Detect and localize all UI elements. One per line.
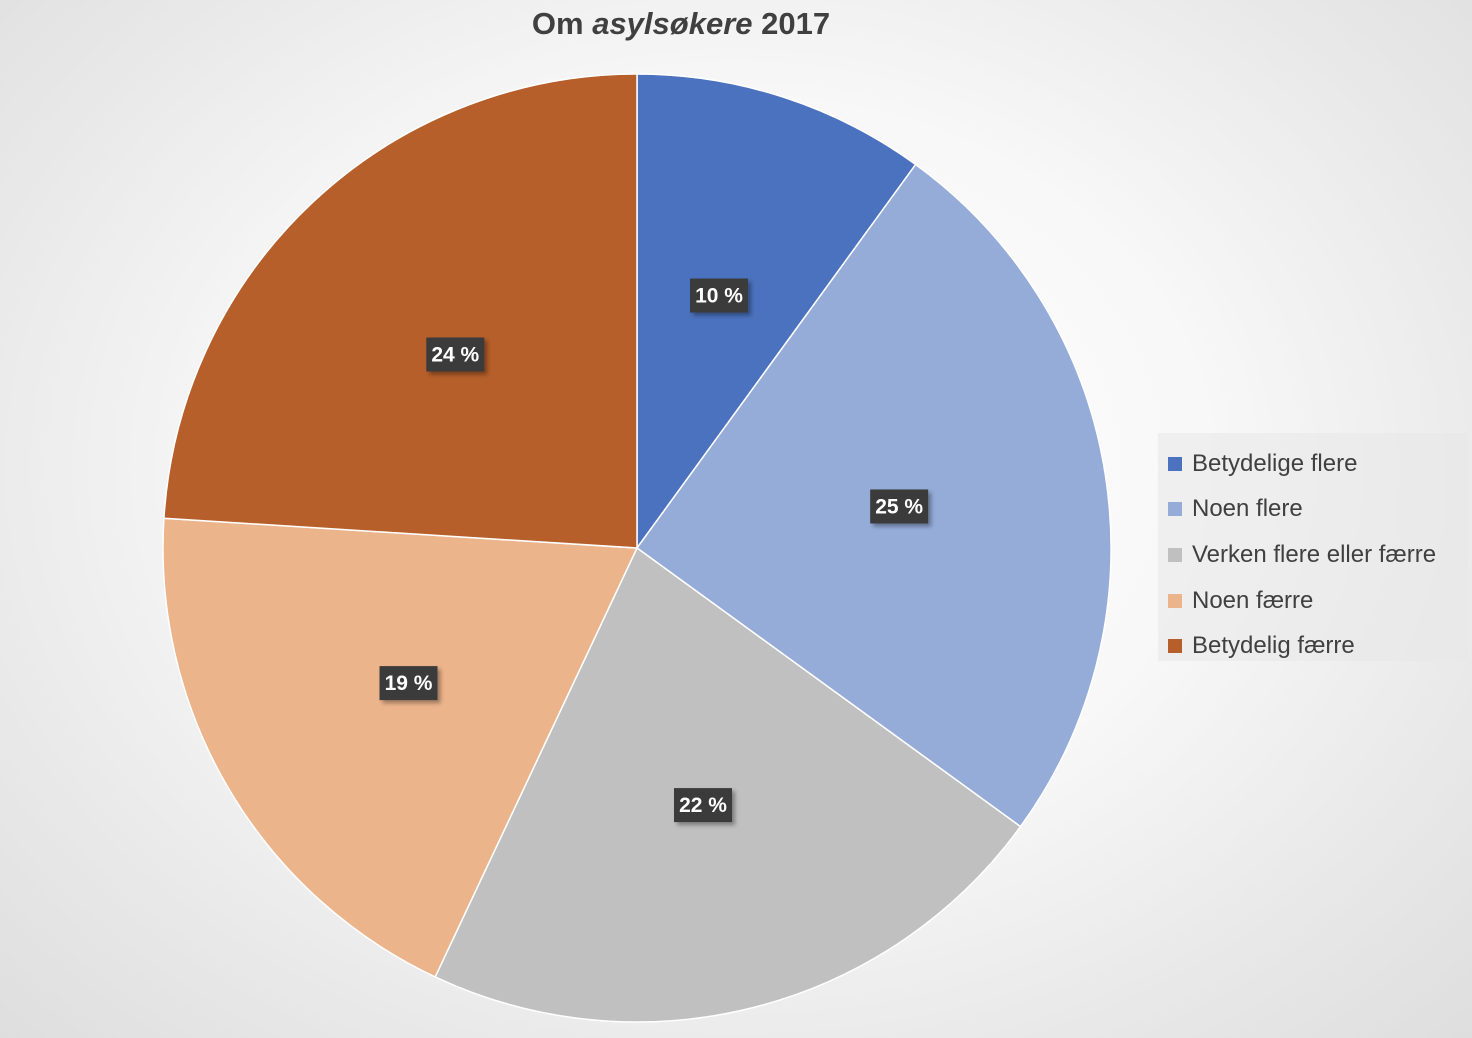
data-label-box [870,489,929,524]
data-label-2: 25 % [870,489,929,524]
legend-item-betydelig-faerre: Betydelig færre [1168,623,1468,669]
pie-chart: 10 % 25 % 22 % 19 % 24 % [162,73,1112,1023]
legend-swatch [1168,547,1182,562]
data-label-text: 25 % [875,495,923,518]
legend-swatch [1168,502,1182,517]
chart-title-suffix: 2017 [752,6,831,41]
data-label-5: 24 % [426,337,485,372]
legend-swatch [1168,639,1182,654]
data-label-text: 10 % [695,285,743,308]
pie-slice-5 [163,73,638,549]
data-label-text: 22 % [679,794,727,817]
data-label-box [379,666,438,701]
data-label-text: 24 % [431,344,479,367]
data-label-text: 19 % [385,672,433,695]
data-label-4: 19 % [379,666,438,701]
legend-label: Betydelig færre [1192,632,1355,660]
data-label-3: 22 % [674,788,733,823]
chart-title-emphasis: asylsøkere [592,6,753,41]
pie-slice-1 [636,73,917,551]
legend-item-noen-flere: Noen flere [1168,487,1468,533]
data-label-box [674,788,733,823]
legend-label: Noen flere [1192,495,1303,523]
legend-label: Verken flere eller færre [1192,540,1437,568]
legend-item-noen-faerre: Noen færre [1168,578,1468,624]
chart-title: Om asylsøkere 2017 [0,6,1362,42]
chart-title-prefix: Om [531,6,593,41]
legend-swatch [1168,593,1182,608]
pie-slice-4 [162,517,639,978]
legend-item-betydelige-flere: Betydelige flere [1168,441,1468,487]
legend-label: Noen færre [1192,586,1314,614]
data-label-1: 10 % [690,278,749,313]
data-label-box [690,278,749,313]
legend: Betydelige flere Noen flere Verken flere… [1158,433,1468,661]
legend-item-verken-flere-eller-faerre: Verken flere eller færre [1168,532,1468,578]
data-label-box [426,337,485,372]
legend-label: Betydelige flere [1192,449,1358,477]
legend-swatch [1168,456,1182,471]
